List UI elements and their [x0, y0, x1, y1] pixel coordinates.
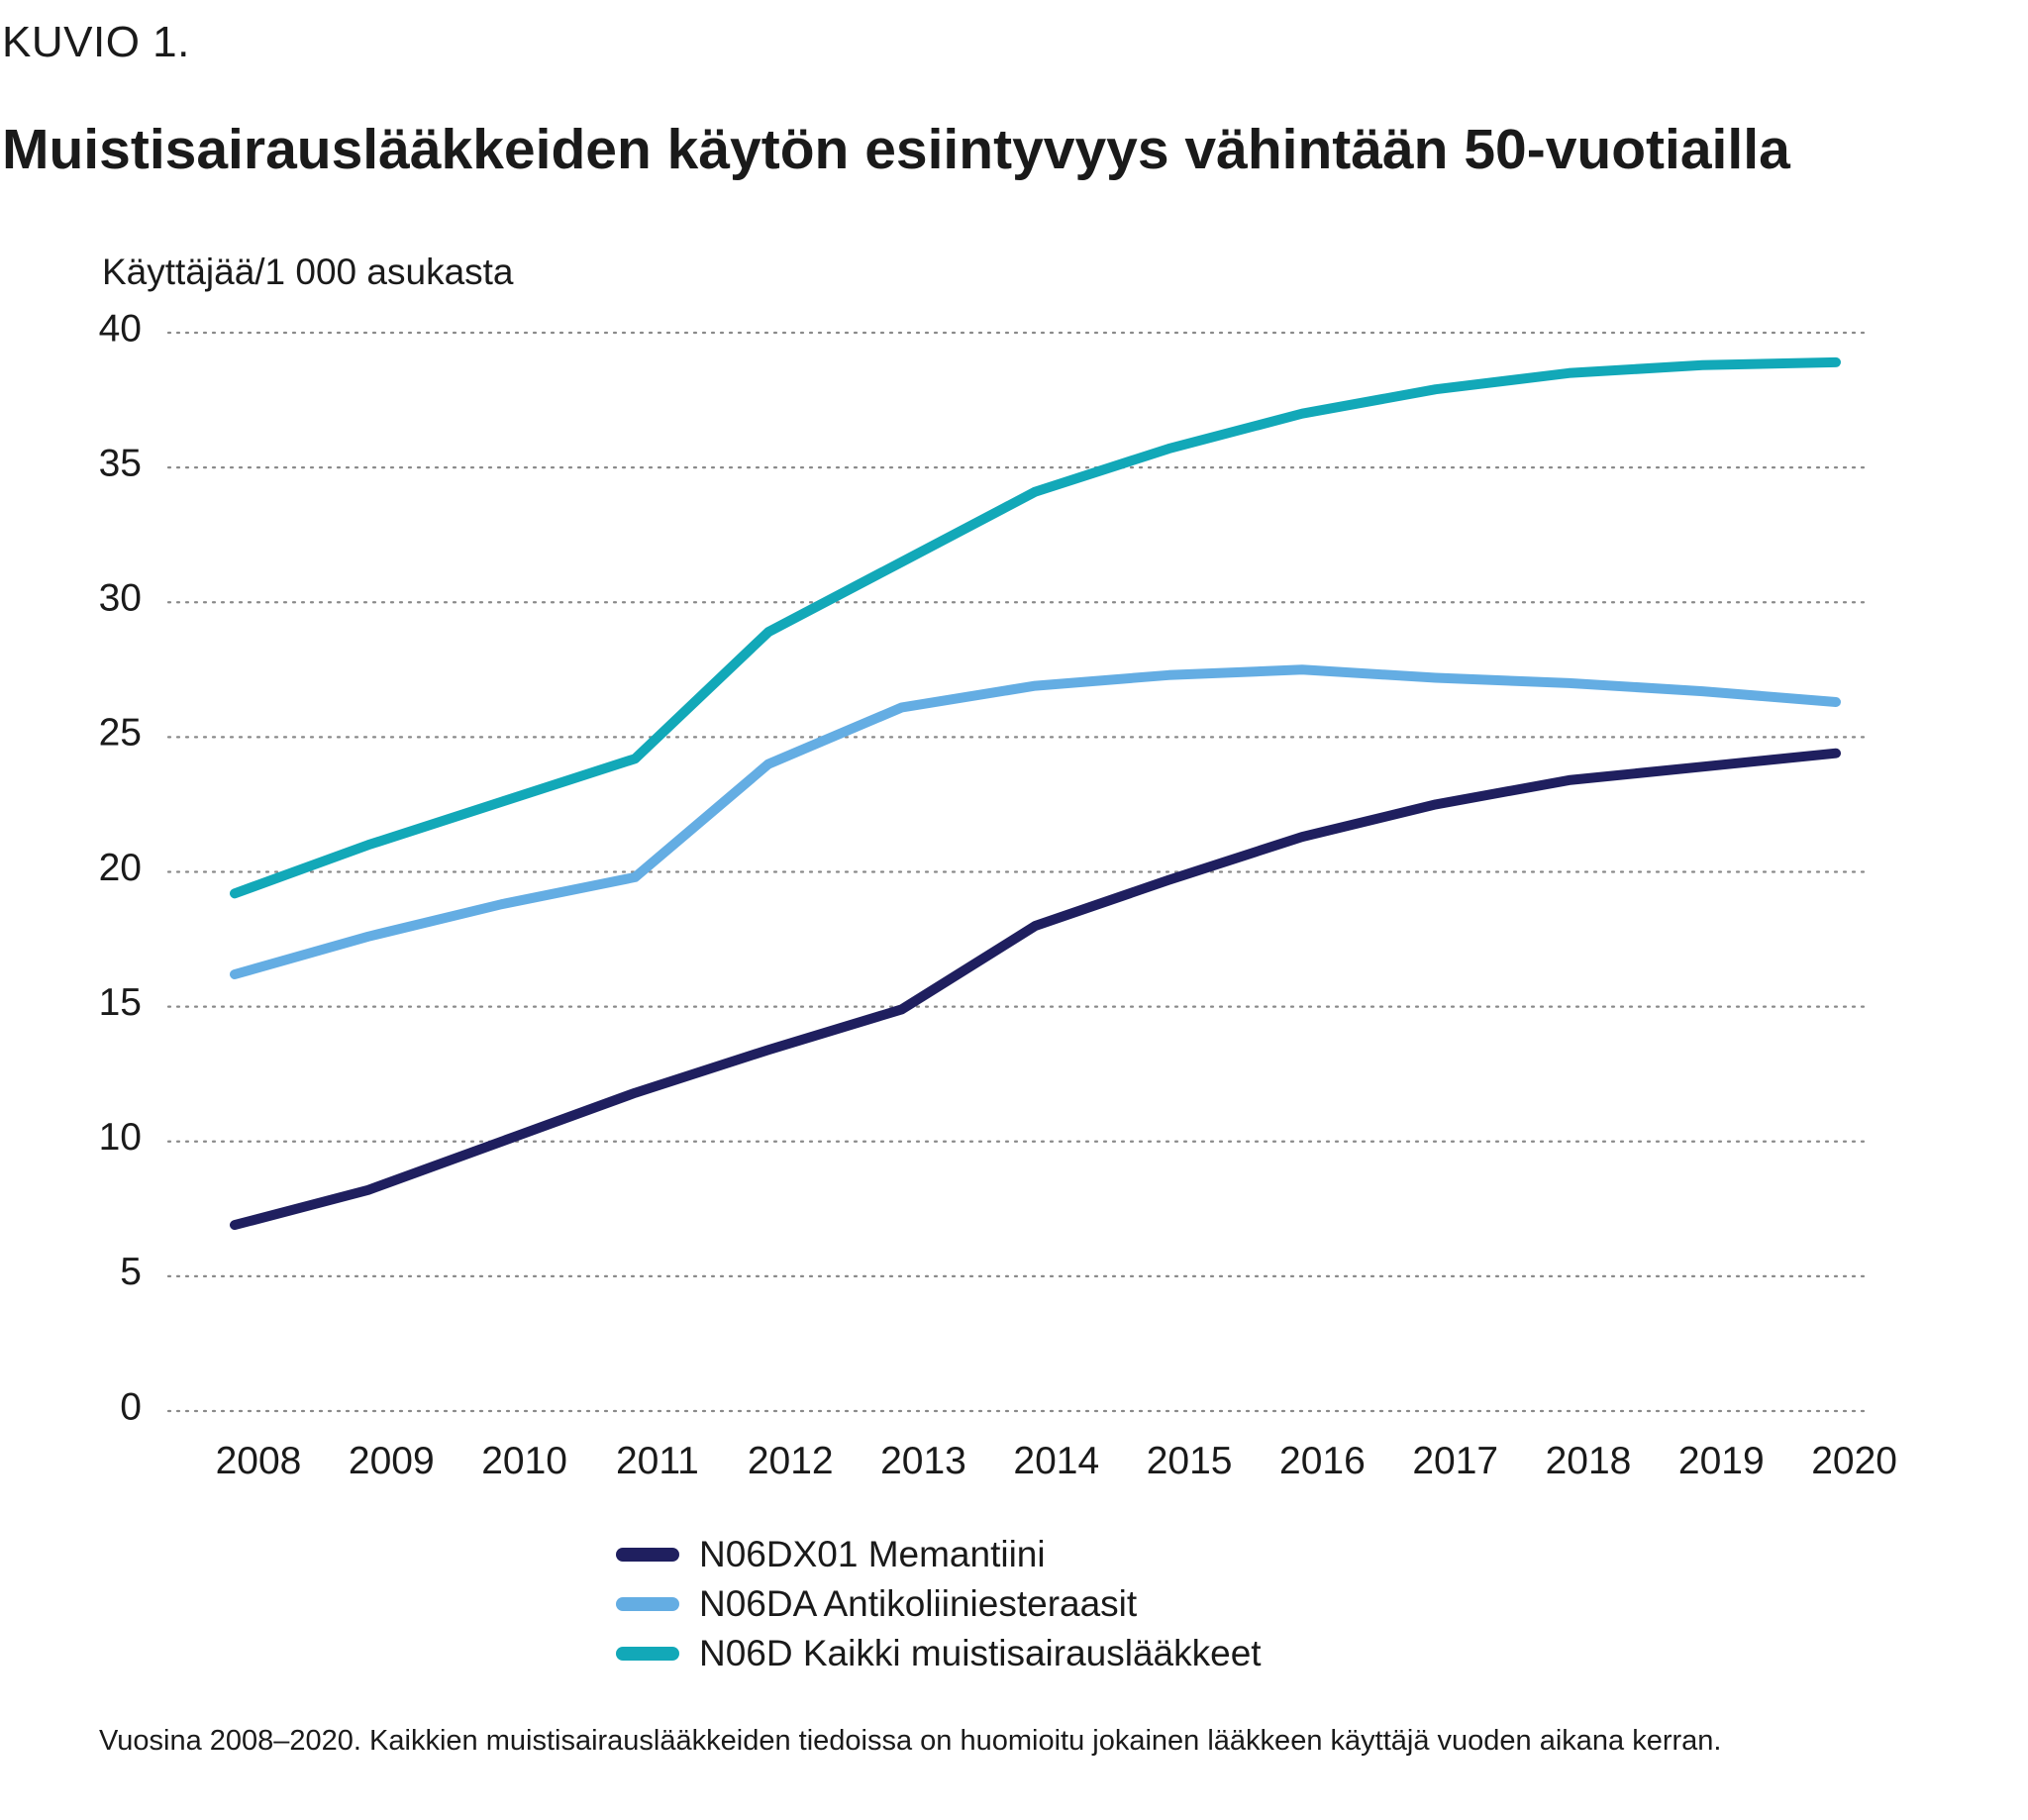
legend-item-memantiini: N06DX01 Memantiini — [616, 1530, 1262, 1579]
legend-swatch — [616, 1548, 679, 1562]
legend-label: N06DX01 Memantiini — [699, 1534, 1046, 1574]
x-tick-label: 2019 — [1678, 1440, 1765, 1482]
series-line-0 — [230, 748, 1841, 1231]
y-tick-label: 10 — [99, 1116, 142, 1159]
y-tick-label: 0 — [120, 1385, 142, 1428]
legend-swatch — [616, 1647, 679, 1661]
x-tick-label: 2016 — [1279, 1440, 1366, 1482]
series-line-1 — [230, 664, 1841, 979]
x-tick-label: 2010 — [481, 1440, 567, 1482]
y-tick-label: 15 — [99, 981, 142, 1024]
y-axis-ticks: 0 5 10 15 20 25 30 35 40 — [99, 307, 142, 1428]
y-tick-label: 35 — [99, 442, 142, 484]
y-tick-label: 40 — [99, 307, 142, 350]
chart-title: Muistisairauslääkkeiden käytön esiintyvy… — [2, 118, 1790, 181]
legend-item-kaikki: N06D Kaikki muistisairauslääkkeet — [616, 1629, 1262, 1678]
x-tick-label: 2008 — [216, 1440, 302, 1482]
y-tick-label: 25 — [99, 712, 142, 755]
x-tick-label: 2015 — [1147, 1440, 1233, 1482]
series-line-2 — [230, 356, 1841, 899]
x-tick-label: 2013 — [880, 1440, 966, 1482]
series-lines — [230, 356, 1841, 1231]
x-tick-label: 2011 — [616, 1440, 699, 1482]
x-tick-label: 2017 — [1412, 1440, 1498, 1482]
legend-label: N06DA Antikoliiniesteraasit — [699, 1583, 1138, 1624]
legend-swatch — [616, 1597, 679, 1611]
legend: N06DX01 Memantiini N06DA Antikoliinieste… — [616, 1530, 1262, 1678]
line-chart: 0 5 10 15 20 25 30 35 40 2008 2009 2010 2011 2012 201… — [99, 307, 1897, 1482]
x-tick-label: 2009 — [349, 1440, 435, 1482]
y-tick-label: 5 — [120, 1251, 142, 1293]
x-tick-label: 2020 — [1811, 1440, 1897, 1482]
x-tick-label: 2018 — [1546, 1440, 1632, 1482]
y-tick-label: 20 — [99, 847, 142, 889]
y-tick-label: 30 — [99, 577, 142, 620]
x-tick-label: 2014 — [1013, 1440, 1099, 1482]
x-tick-label: 2012 — [748, 1440, 834, 1482]
footnote: Vuosina 2008–2020. Kaikkien muistisairau… — [99, 1725, 1722, 1757]
gridlines — [166, 331, 1869, 1413]
x-axis-ticks: 2008 2009 2010 2011 2012 2013 2014 2015 2016 2017… — [216, 1440, 1897, 1482]
legend-label: N06D Kaikki muistisairauslääkkeet — [699, 1633, 1262, 1673]
figure-label: KUVIO 1. — [2, 18, 190, 66]
legend-item-antikoliiniesteraasit: N06DA Antikoliiniesteraasit — [616, 1579, 1262, 1629]
y-axis-label: Käyttäjää/1 000 asukasta — [102, 252, 514, 292]
